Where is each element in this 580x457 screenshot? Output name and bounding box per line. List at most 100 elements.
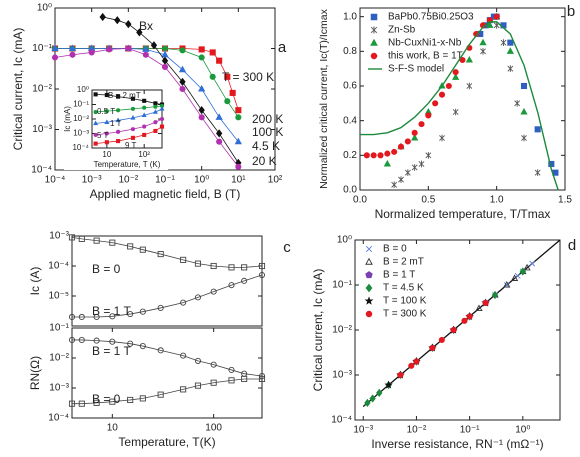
marker xyxy=(210,361,217,368)
y-axis-label: Critical current, Ic (mA) xyxy=(311,269,325,392)
marker xyxy=(425,112,432,119)
x-tick-label: 1.0 xyxy=(490,195,504,206)
series-label: B = 0 xyxy=(92,392,121,406)
series-label: 9 T xyxy=(125,141,137,150)
y-tick-label: 0.4 xyxy=(343,115,357,126)
marker xyxy=(228,366,235,373)
marker xyxy=(438,91,446,98)
legend-label: B = 2 mT xyxy=(383,257,424,268)
marker xyxy=(466,313,473,320)
marker xyxy=(520,107,528,115)
marker xyxy=(234,137,242,145)
x-tick-label: 10⁰ xyxy=(515,425,530,436)
marker xyxy=(224,98,231,105)
marker xyxy=(398,176,404,183)
marker xyxy=(229,89,236,96)
marker xyxy=(514,99,521,107)
marker xyxy=(461,317,468,324)
marker xyxy=(180,299,187,306)
marker xyxy=(411,133,419,141)
marker xyxy=(235,114,242,121)
marker xyxy=(194,294,202,301)
marker xyxy=(480,47,486,55)
marker xyxy=(216,138,223,145)
y-tick-label: 10⁻¹ xyxy=(49,323,69,334)
marker xyxy=(125,45,132,52)
marker xyxy=(370,26,378,34)
marker xyxy=(235,163,242,170)
marker xyxy=(93,313,100,321)
marker xyxy=(376,388,383,398)
series-line xyxy=(360,21,559,191)
marker xyxy=(178,65,187,73)
y-tick-label: 10⁻³ xyxy=(49,231,69,242)
y-tick-label: 10⁻² xyxy=(49,353,69,364)
marker xyxy=(180,256,187,263)
marker xyxy=(384,380,393,389)
series-label: 4.5 K xyxy=(252,139,280,153)
marker xyxy=(413,358,420,365)
marker xyxy=(465,55,473,63)
marker xyxy=(152,109,158,114)
legend-label: Nb-CuxNi1-x-Nb xyxy=(388,38,462,49)
y-axis-label: Critical current, Ic (mA) xyxy=(11,28,25,151)
marker xyxy=(391,181,398,189)
marker xyxy=(258,262,266,270)
marker xyxy=(159,116,165,122)
marker xyxy=(486,21,494,28)
marker xyxy=(153,101,158,106)
marker xyxy=(130,135,135,140)
marker xyxy=(507,39,514,46)
legend-label: B = 0 xyxy=(383,244,407,255)
x-tick-label: 10¹ xyxy=(231,175,246,186)
marker xyxy=(68,336,76,343)
plot-frame xyxy=(71,235,263,327)
marker xyxy=(418,160,425,168)
y-tick-label: 10⁰ xyxy=(337,235,352,246)
marker xyxy=(139,308,146,315)
marker xyxy=(482,299,489,306)
y-axis-label: Ic (mA) xyxy=(63,106,72,132)
marker xyxy=(534,169,541,177)
marker xyxy=(364,296,374,305)
marker xyxy=(228,282,235,289)
series-line xyxy=(71,236,263,268)
y-tick-label: 10⁻⁴ xyxy=(48,261,69,272)
marker xyxy=(93,120,99,126)
marker xyxy=(209,49,216,56)
y-tick-label: 0.0 xyxy=(343,185,357,196)
marker xyxy=(429,344,436,351)
legend-label: BaPb0.75Bi0.25O3 xyxy=(388,12,474,23)
marker xyxy=(452,73,460,80)
y-tick-label: 10⁻² xyxy=(332,325,352,336)
y-tick-label: 10⁻⁴ xyxy=(31,165,52,176)
marker xyxy=(130,114,136,120)
marker xyxy=(209,73,216,80)
x-tick-label: 10⁻¹ xyxy=(460,425,480,436)
marker xyxy=(370,13,378,21)
marker xyxy=(365,257,373,265)
x-axis-label: Inverse resistance, RN⁻¹ (mΩ⁻¹) xyxy=(371,437,543,451)
marker xyxy=(215,113,223,120)
marker xyxy=(384,150,391,157)
marker xyxy=(139,395,146,402)
y-tick-label: 10⁰ xyxy=(77,85,89,94)
x-tick-label: 10 xyxy=(107,423,119,434)
marker xyxy=(365,271,373,279)
marker xyxy=(139,343,146,350)
marker xyxy=(198,114,205,121)
legend-label: Zn-Sb xyxy=(388,25,416,36)
marker xyxy=(370,52,378,60)
marker xyxy=(450,326,457,334)
marker xyxy=(109,313,116,320)
series-label: 20 K xyxy=(252,154,277,168)
legend-label: this work, B = 1T xyxy=(388,51,463,62)
marker xyxy=(68,313,76,321)
marker xyxy=(68,44,77,52)
marker xyxy=(93,110,98,115)
y-axis-label: RN(Ω) xyxy=(28,356,42,390)
marker xyxy=(425,151,432,159)
fit-line xyxy=(362,239,561,407)
marker xyxy=(210,379,217,386)
